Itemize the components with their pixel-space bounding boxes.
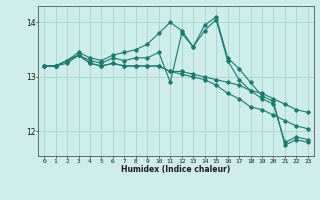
X-axis label: Humidex (Indice chaleur): Humidex (Indice chaleur)	[121, 165, 231, 174]
